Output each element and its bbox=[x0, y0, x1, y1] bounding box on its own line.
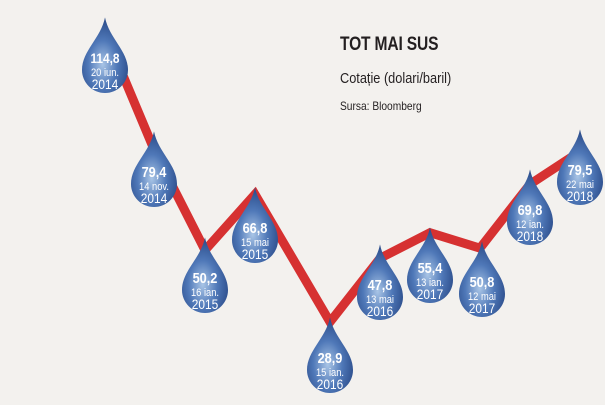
data-point-drop: 79,414 nov.2014 bbox=[131, 131, 177, 207]
chart-source: Sursa: Bloomberg bbox=[340, 99, 422, 113]
chart-subtitle: Cotație (dolari/baril) bbox=[340, 70, 452, 87]
data-point-drop: 28,915 ian.2016 bbox=[307, 317, 353, 393]
data-date-label: 13 mai bbox=[366, 294, 394, 306]
data-year-label: 2017 bbox=[417, 286, 443, 302]
data-value-label: 69,8 bbox=[518, 201, 543, 218]
data-point-drop: 69,812 ian.2018 bbox=[507, 169, 553, 245]
data-date-label: 16 ian. bbox=[191, 287, 219, 299]
drop-shape bbox=[507, 169, 553, 245]
data-value-label: 79,5 bbox=[568, 161, 593, 178]
data-value-label: 114,8 bbox=[90, 50, 119, 66]
data-year-label: 2015 bbox=[192, 296, 218, 312]
data-point-drop: 50,216 ian.2015 bbox=[182, 237, 228, 313]
data-year-label: 2016 bbox=[317, 376, 343, 392]
data-value-label: 28,9 bbox=[318, 349, 343, 366]
data-year-label: 2018 bbox=[567, 188, 593, 204]
data-point-drop: 114,820 iun.2014 bbox=[82, 17, 128, 93]
data-value-label: 66,8 bbox=[243, 219, 268, 236]
data-date-label: 15 ian. bbox=[316, 367, 344, 379]
data-year-label: 2016 bbox=[367, 303, 393, 319]
data-value-label: 79,4 bbox=[142, 163, 167, 180]
data-value-label: 55,4 bbox=[418, 259, 443, 276]
drop-shape bbox=[82, 17, 128, 93]
data-value-label: 50,8 bbox=[470, 273, 495, 290]
drop-shape bbox=[182, 237, 228, 313]
drop-shape bbox=[407, 227, 453, 303]
data-date-label: 15 mai bbox=[241, 237, 269, 249]
data-value-label: 47,8 bbox=[368, 276, 393, 293]
drop-shape bbox=[357, 244, 403, 320]
data-point-drop: 55,413 ian.2017 bbox=[407, 227, 453, 303]
line-layer bbox=[100, 30, 583, 330]
data-year-label: 2014 bbox=[141, 190, 167, 206]
data-year-label: 2014 bbox=[92, 76, 118, 92]
data-date-label: 14 nov. bbox=[139, 181, 169, 193]
data-year-label: 2017 bbox=[469, 300, 495, 316]
drop-shape bbox=[307, 317, 353, 393]
drop-shape bbox=[459, 241, 505, 317]
price-line bbox=[100, 30, 583, 330]
data-year-label: 2015 bbox=[242, 246, 268, 262]
data-value-label: 50,2 bbox=[193, 269, 218, 286]
drop-shape bbox=[557, 129, 603, 205]
data-date-label: 22 mai bbox=[566, 179, 594, 191]
data-date-label: 12 ian. bbox=[516, 219, 544, 231]
drop-shape bbox=[232, 187, 278, 263]
chart-title: TOT MAI SUS bbox=[340, 34, 439, 55]
drop-shape bbox=[131, 131, 177, 207]
data-date-label: 20 iun. bbox=[91, 67, 119, 79]
data-date-label: 13 ian. bbox=[416, 277, 444, 289]
data-year-label: 2018 bbox=[517, 228, 543, 244]
data-date-label: 12 mai bbox=[468, 291, 496, 303]
